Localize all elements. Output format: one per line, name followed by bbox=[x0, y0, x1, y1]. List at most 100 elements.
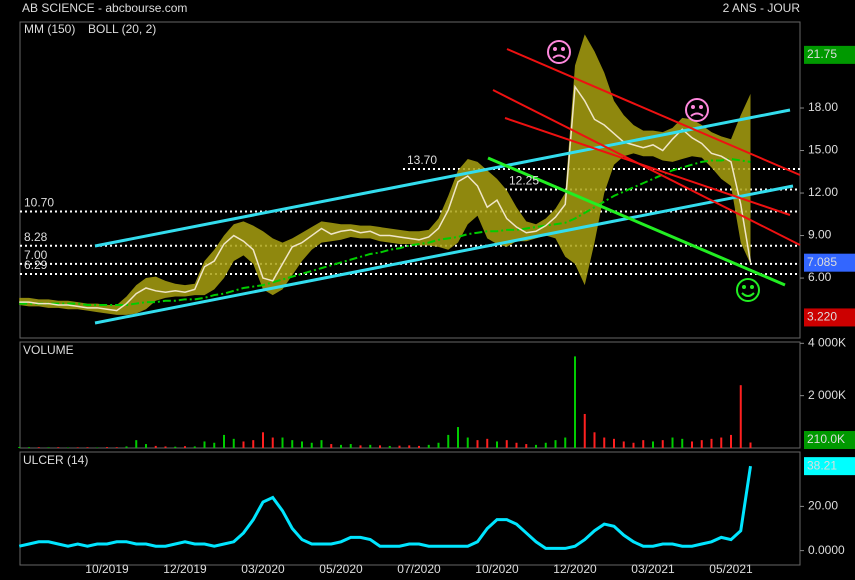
volume-bar bbox=[369, 444, 372, 448]
legend-label: BOLL (20, 2) bbox=[88, 22, 156, 36]
volume-bar bbox=[486, 438, 489, 448]
y-tick-label: 15.00 bbox=[808, 143, 838, 157]
volume-bar bbox=[271, 437, 274, 448]
volume-bar bbox=[115, 447, 118, 448]
x-tick-label: 03/2020 bbox=[241, 562, 285, 576]
volume-bar bbox=[145, 444, 147, 448]
chart-title: AB SCIENCE - abcbourse.com bbox=[22, 1, 187, 15]
volume-bar bbox=[106, 447, 108, 448]
volume-bar bbox=[681, 438, 684, 448]
trend-line bbox=[492, 89, 801, 246]
happy-face bbox=[736, 278, 760, 302]
volume-bar bbox=[515, 442, 518, 448]
volume-bar bbox=[574, 356, 576, 448]
moving-average bbox=[19, 158, 751, 306]
volume-bar bbox=[164, 446, 167, 448]
volume-bar bbox=[476, 440, 479, 448]
value-box-label: 210.0K bbox=[807, 432, 845, 446]
y-tick-label: 0.0000 bbox=[808, 543, 845, 557]
volume-bar bbox=[262, 432, 264, 448]
volume-bar bbox=[330, 444, 333, 448]
trend-line bbox=[487, 156, 786, 287]
volume-bar bbox=[67, 447, 69, 448]
volume-bar bbox=[232, 438, 235, 448]
value-box-label: 21.75 bbox=[807, 47, 837, 61]
panel-title: ULCER (14) bbox=[23, 453, 88, 467]
volume-bar bbox=[603, 437, 606, 448]
y-tick-label: 12.00 bbox=[808, 185, 838, 199]
volume-bar bbox=[193, 446, 196, 448]
volume-bar bbox=[281, 437, 284, 448]
volume-bar bbox=[242, 441, 245, 448]
panel-title: VOLUME bbox=[23, 343, 74, 357]
value-box bbox=[804, 253, 855, 272]
level-label: 7.00 bbox=[24, 248, 48, 262]
volume-bar bbox=[184, 446, 186, 448]
volume-bar bbox=[28, 447, 30, 448]
volume-bar bbox=[496, 441, 498, 448]
volume-bar bbox=[252, 440, 255, 448]
volume-bar bbox=[320, 440, 323, 448]
price-line bbox=[19, 84, 752, 312]
volume-bar bbox=[398, 445, 401, 448]
volume-bar bbox=[359, 445, 362, 448]
trend-line bbox=[94, 108, 791, 248]
volume-bar bbox=[632, 442, 635, 448]
x-tick-label: 12/2020 bbox=[553, 562, 597, 576]
volume-bar bbox=[749, 442, 752, 448]
trend-lines bbox=[94, 48, 801, 325]
volume-bar bbox=[642, 440, 645, 448]
value-box-label: 7.085 bbox=[807, 255, 837, 269]
volume-bar bbox=[57, 447, 60, 448]
volume-bar bbox=[223, 434, 225, 448]
volume-bar bbox=[427, 444, 430, 448]
volume-bar bbox=[418, 445, 420, 448]
volume-bar bbox=[18, 446, 21, 448]
x-tick-label: 03/2021 bbox=[631, 562, 675, 576]
volume-bar bbox=[47, 447, 50, 448]
volume-bar bbox=[535, 444, 537, 448]
volume-bar bbox=[154, 445, 157, 448]
chart-subtitle: 2 ANS - JOUR bbox=[723, 1, 801, 15]
volume-bar bbox=[739, 385, 742, 448]
x-tick-label: 10/2020 bbox=[475, 562, 519, 576]
volume-bar bbox=[622, 441, 625, 448]
volume-bar bbox=[76, 447, 79, 448]
volume-bar bbox=[671, 437, 674, 448]
trend-line bbox=[506, 48, 801, 176]
y-tick-label: 20.00 bbox=[808, 499, 838, 513]
volume-bar bbox=[408, 445, 411, 448]
volume-bar bbox=[554, 440, 557, 448]
x-tick-label: 10/2019 bbox=[85, 562, 129, 576]
volume-bar bbox=[505, 440, 508, 448]
volume-bar bbox=[720, 437, 723, 448]
volume-bar bbox=[203, 441, 206, 448]
y-tick-label: 6.00 bbox=[808, 270, 832, 284]
volume-bar bbox=[583, 413, 586, 448]
volume-bar bbox=[437, 442, 440, 448]
x-tick-label: 05/2020 bbox=[319, 562, 363, 576]
volume-bar bbox=[466, 437, 469, 448]
ulcer-line bbox=[18, 465, 752, 550]
value-box bbox=[804, 308, 855, 327]
level-label: 12.25 bbox=[509, 174, 539, 188]
x-tick-label: 07/2020 bbox=[397, 562, 441, 576]
volume-bar bbox=[96, 447, 99, 448]
y-tick-label: 4 000K bbox=[808, 335, 846, 349]
x-tick-label: 05/2021 bbox=[709, 562, 753, 576]
x-tick-label: 12/2019 bbox=[163, 562, 207, 576]
value-box-label: 38.21 bbox=[807, 458, 837, 472]
trend-line bbox=[504, 117, 791, 216]
volume-bar bbox=[730, 434, 732, 448]
volume-bar bbox=[37, 447, 40, 448]
value-box bbox=[804, 45, 855, 64]
volume-bar bbox=[700, 440, 703, 448]
level-label: 6.29 bbox=[24, 258, 48, 272]
trend-line bbox=[94, 184, 794, 325]
value-box-label: 3.220 bbox=[807, 310, 837, 324]
level-label: 8.28 bbox=[24, 230, 48, 244]
volume-bar bbox=[525, 444, 528, 448]
volume-bar bbox=[564, 437, 567, 448]
